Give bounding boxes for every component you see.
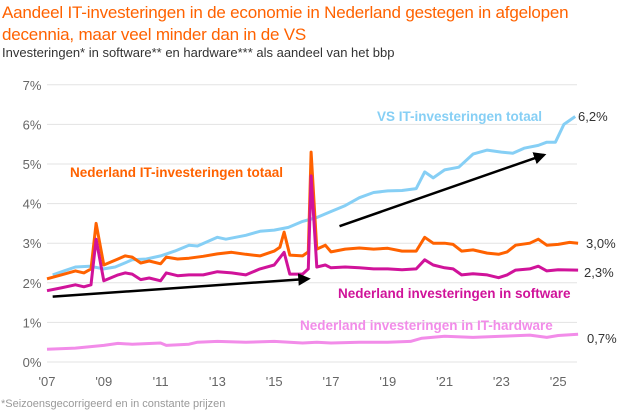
y-tick-label: 2% — [23, 276, 42, 291]
x-tick-label: '09 — [95, 374, 112, 389]
series-label-nl-software: Nederland investeringen in software — [338, 286, 571, 301]
series-line — [46, 332, 579, 351]
x-tick-label: '17 — [323, 374, 340, 389]
series-line — [46, 174, 579, 293]
y-tick-label: 3% — [23, 236, 42, 251]
x-tick-label: '11 — [153, 374, 169, 389]
y-tick-label: 6% — [23, 117, 42, 132]
footnote: *Seizoensgecorrigeerd en in constante pr… — [1, 398, 226, 410]
chart-subtitle: Investeringen* in software** en hardware… — [2, 45, 395, 60]
x-tick-label: '19 — [379, 374, 396, 389]
end-label-nl-software: 2,3% — [584, 265, 614, 280]
trend-arrow — [52, 273, 311, 298]
y-tick-label: 0% — [23, 355, 42, 370]
y-tick-label: 4% — [23, 197, 42, 212]
x-tick-label: '21 — [436, 374, 453, 389]
x-tick-label: '13 — [209, 374, 226, 389]
x-tick-label: '07 — [39, 374, 56, 389]
chart-title: Aandeel IT-investeringen in de economie … — [2, 3, 569, 44]
x-tick-label: '15 — [266, 374, 283, 389]
end-label-nl-totaal: 3,0% — [586, 236, 616, 251]
trend-arrow — [339, 152, 547, 228]
end-label-nl-hardware: 0,7% — [587, 331, 617, 346]
x-tick-label: '25 — [550, 374, 567, 389]
end-label-vs: 6,2% — [578, 109, 608, 124]
series-label-nl-totaal: Nederland IT-investeringen totaal — [70, 165, 283, 180]
series-label-nl-hardware: Nederland investeringen in IT-hardware — [300, 318, 553, 333]
y-tick-label: 5% — [23, 157, 42, 172]
series-line — [52, 115, 577, 277]
series-label-vs-totaal: VS IT-investeringen totaal — [377, 109, 542, 124]
y-tick-label: 1% — [23, 315, 42, 330]
y-tick-label: 7% — [23, 78, 42, 93]
x-tick-label: '23 — [493, 374, 510, 389]
